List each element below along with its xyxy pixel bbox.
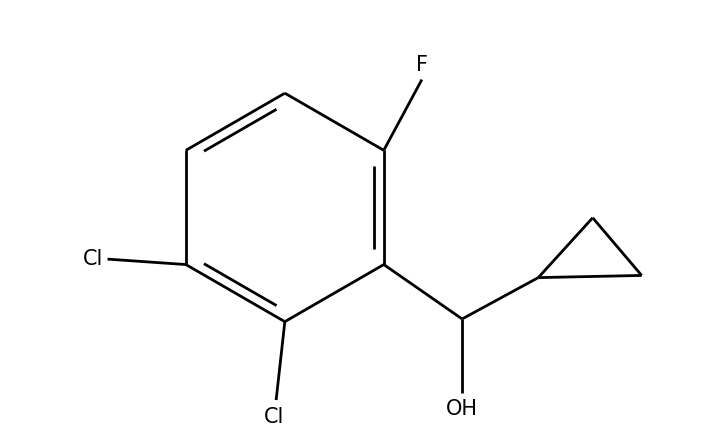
Text: Cl: Cl bbox=[264, 406, 284, 426]
Text: OH: OH bbox=[446, 400, 478, 420]
Text: Cl: Cl bbox=[83, 249, 103, 269]
Text: F: F bbox=[416, 55, 428, 75]
